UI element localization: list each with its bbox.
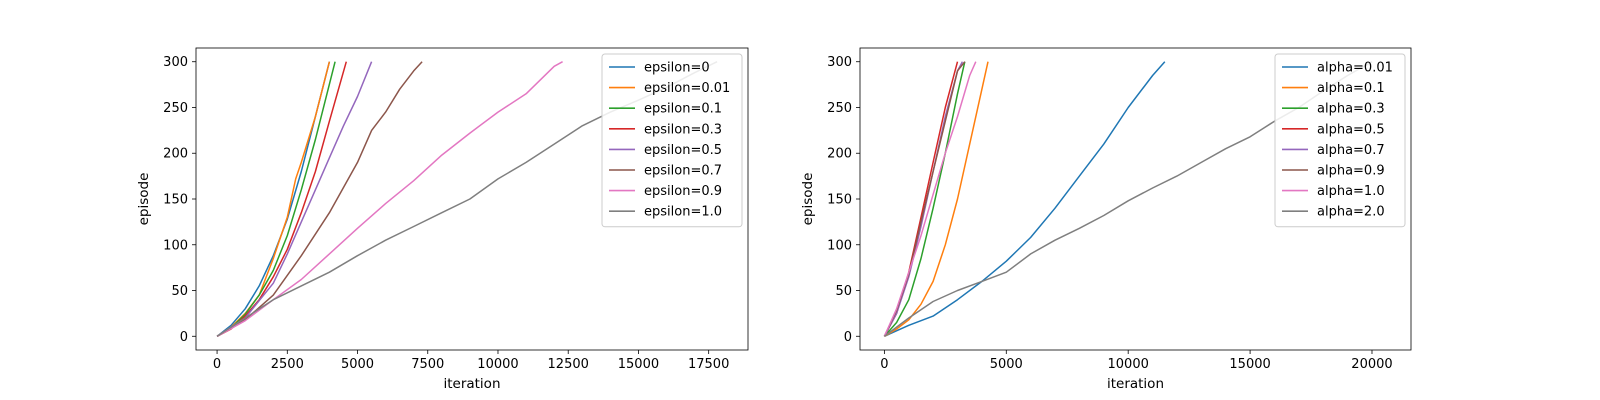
x-tick-label: 20000 — [1351, 357, 1392, 372]
legend-label: alpha=0.3 — [1317, 102, 1385, 117]
legend-label: alpha=0.01 — [1317, 61, 1393, 76]
y-tick-label: 100 — [827, 238, 852, 253]
y-tick-label: 100 — [163, 238, 188, 253]
legend-label: alpha=0.1 — [1317, 81, 1385, 96]
y-tick-label: 200 — [827, 147, 852, 162]
x-tick-label: 15000 — [618, 357, 659, 372]
y-axis-label: episode — [800, 173, 816, 226]
series-line-2 — [216, 61, 336, 337]
legend: epsilon=0 epsilon=0.01 epsilon=0.1 epsilon=… — [601, 53, 743, 228]
x-tick-label: 10000 — [477, 357, 518, 372]
legend-label: alpha=2.0 — [1317, 205, 1385, 220]
y-tick-label: 0 — [180, 330, 188, 345]
legend-label: epsilon=0.9 — [644, 184, 722, 199]
y-tick-label: 200 — [163, 147, 188, 162]
legend-label: epsilon=0.3 — [644, 122, 722, 137]
legend-label: epsilon=0.7 — [644, 164, 722, 179]
legend-label: alpha=0.5 — [1317, 122, 1385, 137]
legend: alpha=0.01 alpha=0.1 alpha=0.3 alpha=0.5 alp… — [1274, 53, 1406, 228]
series-line-4 — [883, 61, 964, 337]
series-line-6 — [216, 61, 563, 337]
x-tick-label: 5000 — [990, 357, 1023, 372]
legend-label: epsilon=1.0 — [644, 205, 722, 220]
legend-label: epsilon=0 — [644, 61, 710, 76]
series-line-6 — [883, 61, 977, 337]
y-tick-label: 300 — [163, 55, 188, 70]
y-axis-label: episode — [136, 173, 152, 226]
x-tick-label: 17500 — [688, 357, 729, 372]
x-tick-label: 0 — [880, 357, 888, 372]
series-line-0 — [216, 61, 331, 337]
x-tick-label: 12500 — [548, 357, 589, 372]
x-axis-label: iteration — [1107, 376, 1164, 392]
legend-label: alpha=0.9 — [1317, 164, 1385, 179]
legend-box — [601, 53, 743, 228]
x-tick-label: 5000 — [341, 357, 374, 372]
y-tick-label: 250 — [163, 101, 188, 116]
x-tick-label: 2500 — [271, 357, 304, 372]
y-tick-label: 300 — [827, 55, 852, 70]
x-tick-label: 15000 — [1229, 357, 1270, 372]
y-tick-label: 0 — [844, 330, 852, 345]
y-tick-label: 150 — [827, 193, 852, 208]
x-tick-label: 7500 — [411, 357, 444, 372]
series-line-5 — [216, 61, 423, 337]
legend-label: epsilon=0.5 — [644, 143, 722, 158]
legend-box — [1274, 53, 1406, 228]
legend-label: alpha=0.7 — [1317, 143, 1385, 158]
chart-epsilon: 0 2500 5000 7500 10000 12500 15000 17500 0 50 100 1… — [136, 47, 749, 392]
legend-label: epsilon=0.01 — [644, 81, 730, 96]
y-tick-label: 250 — [827, 101, 852, 116]
y-tick-label: 50 — [835, 284, 852, 299]
y-tick-label: 50 — [171, 284, 188, 299]
series-line-2 — [883, 61, 966, 337]
series-lines — [216, 61, 718, 337]
legend-label: epsilon=0.1 — [644, 102, 722, 117]
legend-label: alpha=1.0 — [1317, 184, 1385, 199]
series-line-1 — [884, 61, 989, 337]
series-line-0 — [884, 61, 1166, 337]
chart-alpha: 0 5000 10000 15000 20000 0 50 100 150 200 250 300 it… — [800, 47, 1412, 392]
series-line-4 — [216, 61, 373, 337]
y-tick-label: 150 — [163, 193, 188, 208]
x-tick-label: 10000 — [1108, 357, 1149, 372]
x-tick-label: 0 — [213, 357, 221, 372]
x-axis-label: iteration — [443, 376, 500, 392]
